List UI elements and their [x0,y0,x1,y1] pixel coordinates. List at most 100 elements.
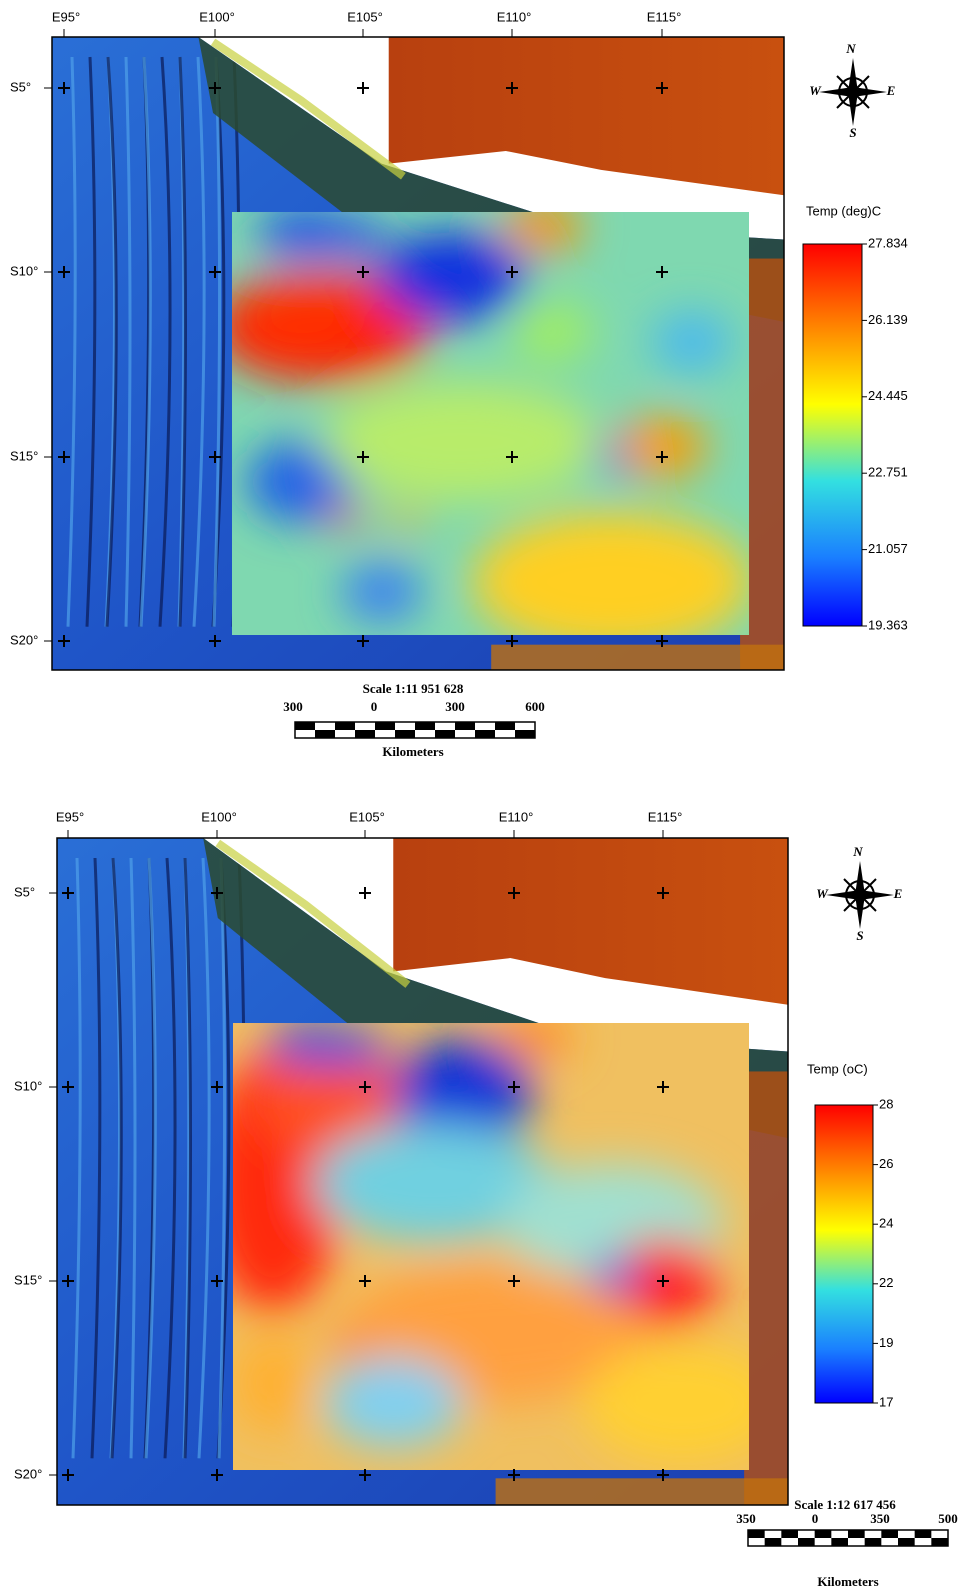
graticule-cross [506,451,518,463]
colorbar-label: 24.445 [868,388,908,403]
colorbar-label: 19.363 [868,617,908,632]
sea-ridge [163,857,177,1459]
scale-bar-segment [931,1538,948,1546]
scale-bar-segment [395,730,415,738]
temperature-blob [493,1023,573,1060]
colorbar-label: 24 [879,1216,893,1231]
graticule-cross [656,635,668,647]
graticule-cross [58,266,70,278]
compass-diagonals [836,75,870,109]
scale-bar-segment [764,1538,782,1546]
scale-bar-segment [415,722,435,730]
graticule-cross [58,451,70,463]
sea-ridge [144,857,157,1459]
scale-bar-segment [315,730,335,738]
sea-ridge [197,857,211,1459]
graticule-cross [58,82,70,94]
colorbar-label: 22 [879,1275,893,1290]
temperature-blob [389,512,425,532]
longitude-label: E110° [499,809,534,824]
graticule-cross [657,887,669,899]
colorbar-label: 26 [879,1156,893,1171]
longitude-label: E110° [497,9,532,24]
graticule-cross [506,635,518,647]
legend-title: Temp (oC) [807,1061,868,1076]
sea-ridge [217,857,227,1459]
temperature-blob [333,1338,363,1358]
temperature-overlay [232,212,749,635]
coast-highlight [215,839,411,988]
land-strip-bottom [495,1478,788,1505]
colorbar-label: 17 [879,1394,893,1409]
graticule-cross [209,635,221,647]
graticule-cross [211,887,223,899]
graticule-cross [359,1469,371,1481]
graticule-cross [357,82,369,94]
scale-bar-segment [831,1538,848,1546]
map-panel: E95° E100° E105° E110° E115° S5° S10° S15° S20° N… [10,9,908,759]
land [393,838,788,1005]
graticule-cross [506,266,518,278]
colorbar [814,1104,874,1404]
scale-unit: Kilometers [382,744,443,759]
temperature-blob [377,232,527,322]
graticule-cross [508,887,520,899]
scale-title: Scale 1:12 617 456 [794,1497,896,1512]
scale-tick-label: 0 [371,699,378,714]
colorbar-label: 26.139 [868,312,908,327]
scale-bar-segment [475,730,495,738]
latitude-label: S20° [10,632,38,647]
graticule-cross [62,1081,74,1093]
sea-ridge [192,56,206,627]
legend-title: Temp (deg)C [806,203,881,218]
scale-tick-label: 600 [525,699,545,714]
graticule-cross [506,82,518,94]
temperature-blob [472,512,749,635]
longitude-label: E115° [647,9,682,24]
latitude-label: S10° [10,263,38,278]
scale-tick-label: 300 [445,699,465,714]
compass-s: S [849,125,856,140]
overlay-blobs [232,212,749,635]
graticule-cross [62,887,74,899]
colorbar-label: 28 [879,1096,893,1111]
temperature-blob [502,212,582,252]
temperature-blob [393,1038,533,1148]
graticule-cross [357,451,369,463]
map-panel: E95° E100° E105° E110° E115° S5° S10° S15° S20° N… [14,809,958,1589]
scale-bar-segment [898,1538,915,1546]
scale-bar-segment [798,1538,815,1546]
graticule-cross [656,451,668,463]
graticule-cross [209,266,221,278]
temperature-blob [233,1333,313,1433]
land-strip-bottom [491,644,784,670]
scale-bar-segment [814,1530,832,1538]
latitude-label: S15° [10,448,38,463]
longitude-label: E105° [349,809,385,824]
temperature-blob [329,507,365,527]
graticule-cross [62,1275,74,1287]
sea-ridge [158,56,172,627]
temperature-blob [253,1053,413,1153]
temperature-overlay [233,1023,749,1470]
temperature-blob [617,417,707,477]
scale-bar-segment [355,730,375,738]
graticule-cross [357,635,369,647]
map-frame [56,837,789,1506]
scale-bar-segment [848,1530,865,1538]
map-frame [51,36,785,671]
scale-bar-segment [335,722,355,730]
graticule-cross [508,1469,520,1481]
graticule-cross [657,1081,669,1093]
graticule-cross [657,1469,669,1481]
temperature-blob [583,1343,749,1463]
latitude-label: S5° [14,884,35,899]
graticule-cross [656,82,668,94]
scale-bar-segment [748,1530,765,1538]
longitude-label: E105° [347,9,383,24]
compass-rose: N S W E [816,844,902,943]
scale-tick-label: 350 [870,1511,890,1526]
sea-ridge [124,56,132,627]
graticule-cross [357,266,369,278]
scale-bar-segment [781,1530,798,1538]
